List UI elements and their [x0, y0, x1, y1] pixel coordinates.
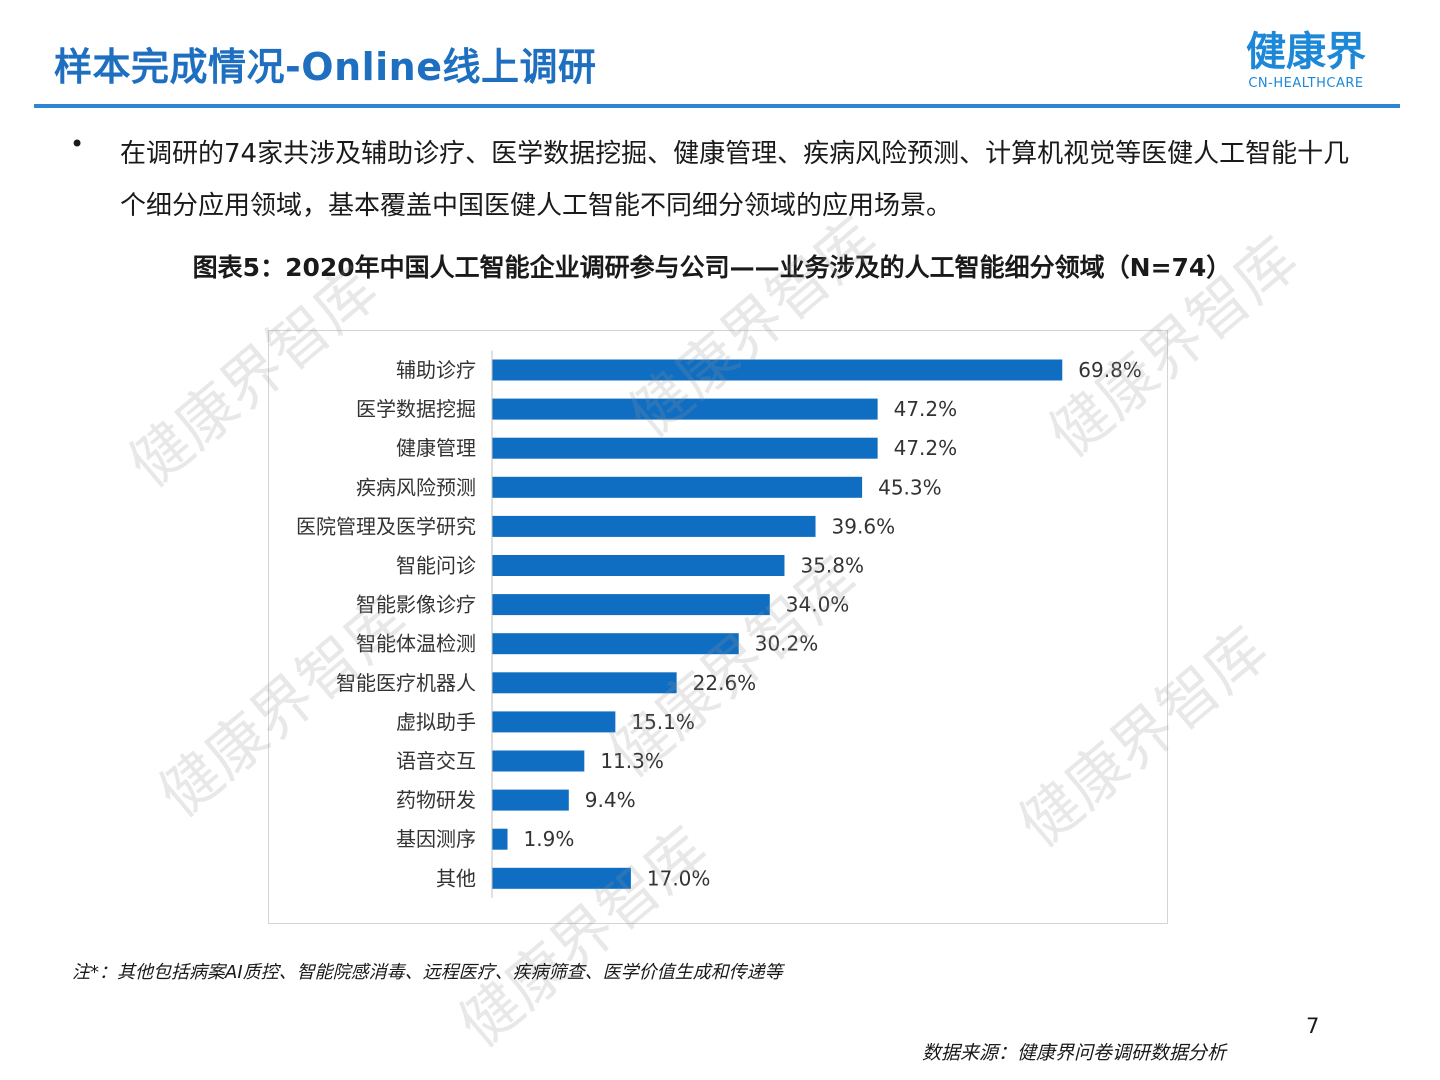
- summary-text: 在调研的74家共涉及辅助诊疗、医学数据挖掘、健康管理、疾病风险预测、计算机视觉等…: [120, 139, 1350, 221]
- chart-frame: [268, 330, 1168, 924]
- category-label-5: 智能问诊: [396, 554, 476, 578]
- category-label-6: 智能影像诊疗: [356, 593, 476, 617]
- value-label-7: 30.2%: [755, 632, 819, 656]
- category-label-1: 医学数据挖掘: [356, 397, 476, 421]
- category-label-9: 虚拟助手: [396, 710, 476, 734]
- bar-7: [492, 633, 739, 655]
- category-label-0: 辅助诊疗: [396, 358, 476, 382]
- chart-footnote: 注*：其他包括病案AI质控、智能院感消毒、远程医疗、疾病筛查、医学价值生成和传递…: [72, 962, 783, 983]
- logo-english-text: CN-HEALTHCARE: [1248, 76, 1364, 91]
- bar-10: [492, 750, 585, 772]
- category-label-13: 其他: [436, 866, 476, 890]
- brand-logo: 健康界 CN-HEALTHCARE: [1236, 30, 1376, 91]
- value-label-4: 39.6%: [832, 514, 896, 538]
- bar-9: [492, 711, 616, 733]
- data-source: 数据来源：健康界问卷调研数据分析: [922, 1042, 1227, 1064]
- category-label-2: 健康管理: [396, 436, 476, 460]
- bar-3: [492, 476, 863, 498]
- value-label-10: 11.3%: [600, 749, 664, 773]
- value-label-2: 47.2%: [894, 436, 958, 460]
- page-number: 7: [1306, 1014, 1320, 1038]
- logo-chinese-text: 健康界: [1246, 29, 1366, 75]
- title-divider: [34, 104, 1400, 108]
- chart-title: 图表5：2020年中国人工智能企业调研参与公司——业务涉及的人工智能细分领域（N…: [192, 253, 1232, 282]
- value-label-8: 22.6%: [693, 671, 757, 695]
- category-label-3: 疾病风险预测: [356, 475, 476, 499]
- bar-12: [492, 828, 508, 850]
- bar-13: [492, 867, 631, 889]
- category-label-4: 医院管理及医学研究: [296, 514, 476, 538]
- value-label-0: 69.8%: [1078, 358, 1142, 382]
- page-title: 样本完成情况-Online线上调研: [54, 45, 597, 89]
- category-label-8: 智能医疗机器人: [336, 671, 476, 695]
- bar-2: [492, 437, 878, 459]
- bar-6: [492, 594, 770, 616]
- value-label-9: 15.1%: [631, 710, 695, 734]
- category-label-12: 基因测序: [396, 827, 476, 851]
- category-label-7: 智能体温检测: [356, 632, 476, 656]
- value-label-12: 1.9%: [524, 827, 575, 851]
- category-label-11: 药物研发: [396, 788, 476, 812]
- bar-4: [492, 515, 816, 537]
- bar-11: [492, 789, 569, 811]
- value-label-11: 9.4%: [585, 788, 636, 812]
- value-label-3: 45.3%: [878, 475, 942, 499]
- bar-0: [492, 359, 1063, 381]
- value-label-1: 47.2%: [894, 397, 958, 421]
- bar-1: [492, 398, 878, 420]
- value-label-6: 34.0%: [786, 593, 850, 617]
- value-label-5: 35.8%: [800, 554, 864, 578]
- bar-5: [492, 555, 785, 576]
- value-label-13: 17.0%: [647, 866, 711, 890]
- bullet-icon: •: [70, 130, 85, 158]
- bar-8: [492, 672, 677, 694]
- category-label-10: 语音交互: [396, 749, 476, 773]
